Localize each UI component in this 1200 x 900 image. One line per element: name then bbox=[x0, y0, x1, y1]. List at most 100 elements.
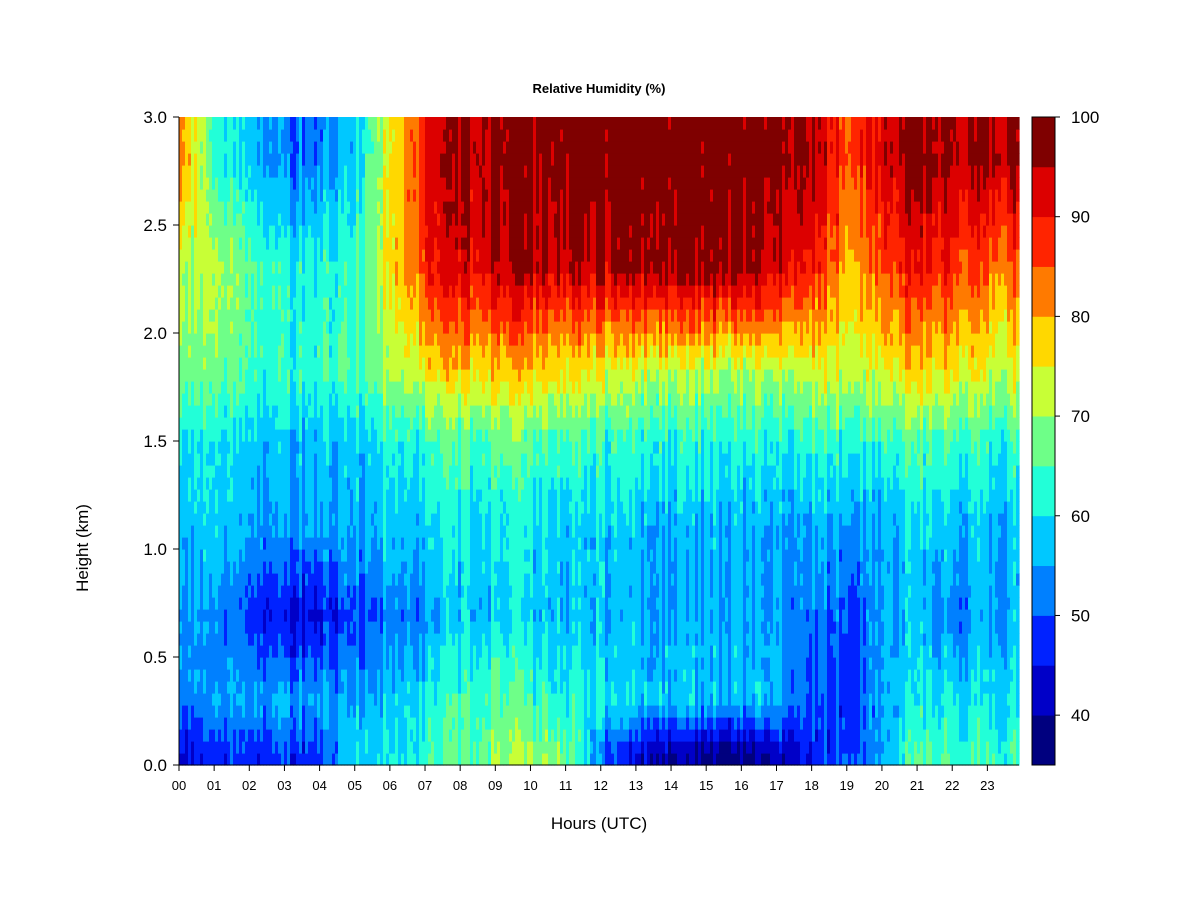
heatmap-cell bbox=[200, 441, 204, 454]
heatmap-cell bbox=[281, 537, 285, 550]
heatmap-cell bbox=[293, 561, 297, 574]
heatmap-cell bbox=[284, 525, 288, 538]
heatmap-cell bbox=[257, 549, 261, 562]
heatmap-cell bbox=[248, 369, 252, 382]
heatmap-cell bbox=[218, 465, 222, 478]
heatmap-cell bbox=[281, 201, 285, 214]
heatmap-cell bbox=[209, 285, 213, 298]
heatmap-cell bbox=[305, 465, 309, 478]
heatmap-cell bbox=[299, 357, 303, 370]
heatmap-cell bbox=[269, 489, 273, 502]
heatmap-cell bbox=[239, 285, 243, 298]
heatmap-cell bbox=[293, 129, 297, 142]
heatmap-cell bbox=[194, 225, 198, 238]
heatmap-cell bbox=[272, 525, 276, 538]
heatmap-cell bbox=[209, 177, 213, 190]
heatmap-cell bbox=[224, 381, 228, 394]
heatmap-cell bbox=[236, 333, 240, 346]
heatmap-cell bbox=[296, 501, 300, 514]
heatmap-cell bbox=[191, 189, 195, 202]
heatmap-cell bbox=[269, 693, 273, 706]
heatmap-cell bbox=[209, 417, 213, 430]
heatmap-cell bbox=[218, 717, 222, 730]
heatmap-cell bbox=[254, 309, 258, 322]
heatmap-cell bbox=[290, 237, 294, 250]
heatmap-cell bbox=[197, 273, 201, 286]
heatmap-cell bbox=[257, 585, 261, 598]
heatmap-cell bbox=[233, 117, 237, 130]
heatmap-cell bbox=[182, 705, 186, 718]
heatmap-cell bbox=[257, 633, 261, 646]
heatmap-cell bbox=[272, 357, 276, 370]
heatmap-cell bbox=[245, 237, 249, 250]
heatmap-cell bbox=[290, 201, 294, 214]
heatmap-cell bbox=[218, 201, 222, 214]
heatmap-cell bbox=[206, 153, 210, 166]
heatmap-cell bbox=[185, 549, 189, 562]
heatmap-cell bbox=[257, 573, 261, 586]
heatmap-cell bbox=[197, 561, 201, 574]
heatmap-cell bbox=[263, 381, 267, 394]
heatmap-cell bbox=[248, 753, 252, 766]
heatmap-cell bbox=[218, 261, 222, 274]
heatmap-cell bbox=[278, 585, 282, 598]
heatmap-cell bbox=[287, 681, 291, 694]
heatmap-cell bbox=[185, 285, 189, 298]
heatmap-cell bbox=[245, 657, 249, 670]
heatmap-cell bbox=[269, 321, 273, 334]
heatmap-cell bbox=[257, 441, 261, 454]
heatmap-cell bbox=[197, 525, 201, 538]
heatmap-cell bbox=[260, 357, 264, 370]
heatmap-cell bbox=[260, 405, 264, 418]
heatmap-cell bbox=[212, 165, 216, 178]
heatmap-cell bbox=[272, 741, 276, 754]
heatmap-cell bbox=[263, 525, 267, 538]
heatmap-cell bbox=[233, 129, 237, 142]
heatmap-cell bbox=[233, 249, 237, 262]
heatmap-cell bbox=[278, 285, 282, 298]
heatmap-cell bbox=[311, 537, 315, 550]
heatmap-cell bbox=[227, 189, 231, 202]
heatmap-cell bbox=[203, 369, 207, 382]
heatmap-cell bbox=[185, 429, 189, 442]
heatmap-cell bbox=[287, 621, 291, 634]
heatmap-cell bbox=[200, 693, 204, 706]
heatmap-cell bbox=[185, 513, 189, 526]
heatmap-cell bbox=[275, 201, 279, 214]
heatmap-cell bbox=[296, 129, 300, 142]
heatmap-cell bbox=[230, 273, 234, 286]
heatmap-cell bbox=[224, 309, 228, 322]
heatmap-cell bbox=[185, 597, 189, 610]
heatmap-cell bbox=[218, 537, 222, 550]
heatmap-cell bbox=[230, 321, 234, 334]
heatmap-cell bbox=[290, 657, 294, 670]
heatmap-cell bbox=[212, 669, 216, 682]
heatmap-cell bbox=[239, 513, 243, 526]
heatmap-cell bbox=[290, 549, 294, 562]
heatmap-cell bbox=[242, 501, 246, 514]
heatmap-cell bbox=[260, 669, 264, 682]
heatmap-cell bbox=[299, 549, 303, 562]
heatmap-cell bbox=[305, 705, 309, 718]
heatmap-cell bbox=[281, 741, 285, 754]
heatmap-cell bbox=[245, 465, 249, 478]
heatmap-cell bbox=[302, 645, 306, 658]
heatmap-cell bbox=[236, 117, 240, 130]
heatmap-cell bbox=[296, 153, 300, 166]
heatmap-cell bbox=[254, 141, 258, 154]
heatmap-cell bbox=[281, 477, 285, 490]
heatmap-cell bbox=[257, 297, 261, 310]
heatmap-cell bbox=[293, 177, 297, 190]
heatmap-cell bbox=[260, 141, 264, 154]
heatmap-cell bbox=[230, 117, 234, 130]
heatmap-cell bbox=[272, 297, 276, 310]
heatmap-cell bbox=[242, 573, 246, 586]
heatmap-cell bbox=[245, 321, 249, 334]
heatmap-cell bbox=[185, 393, 189, 406]
heatmap-cell bbox=[257, 597, 261, 610]
heatmap-cell bbox=[284, 285, 288, 298]
heatmap-cell bbox=[287, 549, 291, 562]
heatmap-cell bbox=[209, 333, 213, 346]
heatmap-cell bbox=[188, 393, 192, 406]
heatmap-cell bbox=[203, 285, 207, 298]
